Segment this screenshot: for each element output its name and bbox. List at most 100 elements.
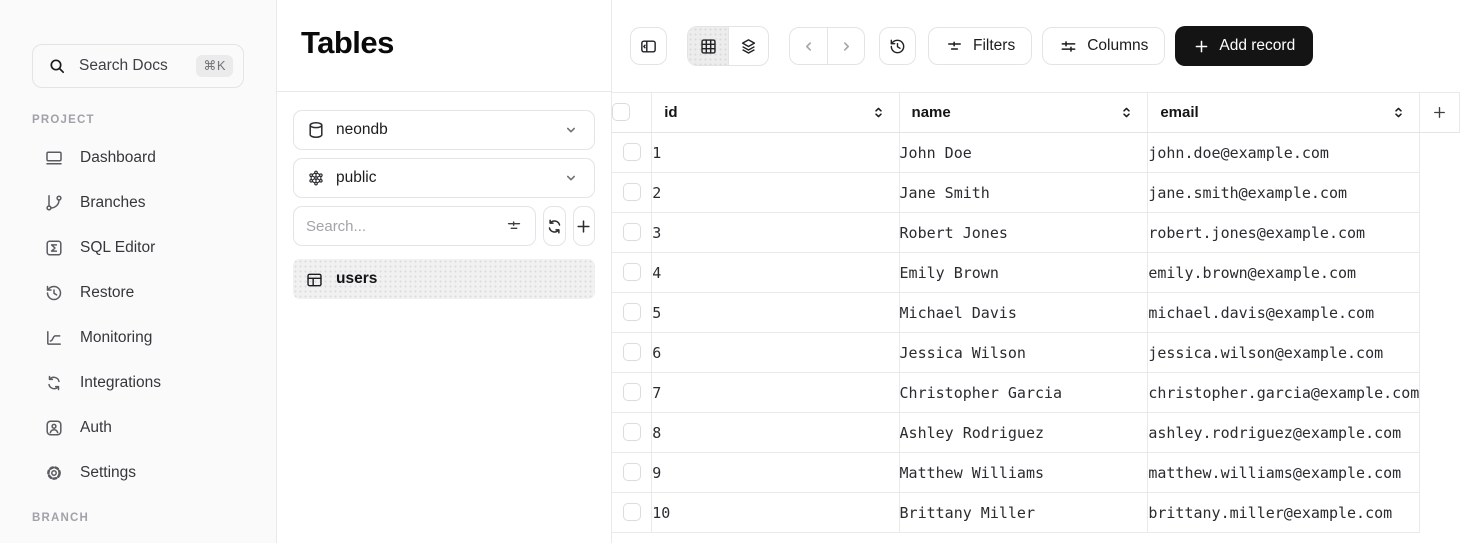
sidebar-item-branches[interactable]: Branches <box>32 180 244 225</box>
schema-select[interactable]: public <box>293 158 595 198</box>
table-list: users <box>293 259 595 299</box>
table-search-box <box>293 206 536 246</box>
cell-name[interactable]: Brittany Miller <box>899 492 1149 533</box>
cell-id[interactable]: 10 <box>651 492 900 533</box>
table-view-button[interactable] <box>688 27 728 65</box>
cell-email[interactable]: matthew.williams@example.com <box>1147 452 1421 493</box>
table-row: 10 Brittany Miller brittany.miller@example… <box>612 492 1460 533</box>
sidebar-nav: Dashboard Branches SQL Editor Restore Monito… <box>32 135 244 495</box>
cell-name[interactable]: Robert Jones <box>899 212 1149 253</box>
refresh-button[interactable] <box>543 206 566 246</box>
refresh-icon <box>545 217 564 236</box>
sidebar-item-restore[interactable]: Restore <box>32 270 244 315</box>
history-button[interactable] <box>879 27 916 65</box>
table-list-item-users[interactable]: users <box>293 259 595 299</box>
cell-id[interactable]: 8 <box>651 412 900 453</box>
prev-page-button[interactable] <box>790 28 827 64</box>
row-checkbox[interactable] <box>622 223 641 242</box>
sliders-icon <box>1059 37 1078 56</box>
sort-icon[interactable] <box>1390 104 1407 121</box>
add-table-button[interactable] <box>572 206 595 246</box>
row-checkbox[interactable] <box>622 383 641 402</box>
cell-id[interactable]: 2 <box>651 172 900 213</box>
cell-id[interactable]: 5 <box>651 292 900 333</box>
cell-id[interactable]: 7 <box>651 372 900 413</box>
cell-name[interactable]: Jane Smith <box>899 172 1149 213</box>
sidebar-item-label: Monitoring <box>80 328 153 346</box>
search-docs-label: Search Docs <box>79 57 168 74</box>
row-checkbox[interactable] <box>622 463 641 482</box>
toolbar: Filters Columns Add record <box>612 0 1460 92</box>
cell-name[interactable]: Ashley Rodriguez <box>899 412 1149 453</box>
columns-button[interactable]: Columns <box>1042 27 1166 65</box>
row-checkbox[interactable] <box>622 263 641 282</box>
sidebar-item-monitoring[interactable]: Monitoring <box>32 315 244 360</box>
cell-email[interactable]: ashley.rodriguez@example.com <box>1147 412 1421 453</box>
cell-name[interactable]: Christopher Garcia <box>899 372 1149 413</box>
data-grid-header-row: id name <box>612 92 1460 133</box>
sort-icon[interactable] <box>1118 104 1135 121</box>
cell-email[interactable]: jane.smith@example.com <box>1147 172 1421 213</box>
plus-icon <box>1193 38 1210 55</box>
table-search-input[interactable] <box>306 217 505 235</box>
cell-email[interactable]: michael.davis@example.com <box>1147 292 1421 333</box>
sidebar-item-integrations[interactable]: Integrations <box>32 360 244 405</box>
column-header-name[interactable]: name <box>899 92 1149 133</box>
cell-id[interactable]: 1 <box>651 132 900 173</box>
column-header-id[interactable]: id <box>651 92 900 133</box>
cell-id[interactable]: 4 <box>651 252 900 293</box>
row-checkbox[interactable] <box>622 423 641 442</box>
sidebar-item-settings[interactable]: Settings <box>32 450 244 495</box>
add-column-button[interactable] <box>1420 93 1459 132</box>
chevron-right-icon <box>837 37 856 56</box>
cell-name[interactable]: John Doe <box>899 132 1149 173</box>
table-row: 7 Christopher Garcia christopher.garcia@ex… <box>612 372 1460 413</box>
search-icon <box>47 56 67 76</box>
cell-name[interactable]: Matthew Williams <box>899 452 1149 493</box>
empty-cell <box>1420 133 1460 173</box>
cell-id[interactable]: 3 <box>651 212 900 253</box>
sidebar-item-label: Integrations <box>80 373 161 391</box>
cell-name[interactable]: Jessica Wilson <box>899 332 1149 373</box>
cell-name[interactable]: Michael Davis <box>899 292 1149 333</box>
table-row: 8 Ashley Rodriguez ashley.rodriguez@exampl… <box>612 412 1460 453</box>
cell-id[interactable]: 6 <box>651 332 900 373</box>
collapse-panel-button[interactable] <box>630 27 667 65</box>
branch-section-label: BRANCH <box>32 512 90 524</box>
row-checkbox[interactable] <box>622 503 641 522</box>
cell-email[interactable]: jessica.wilson@example.com <box>1147 332 1421 373</box>
row-checkbox[interactable] <box>622 183 641 202</box>
filter-lines-icon <box>945 37 964 56</box>
cell-email[interactable]: brittany.miller@example.com <box>1147 492 1421 533</box>
plus-icon <box>1431 104 1448 121</box>
row-checkbox[interactable] <box>622 343 641 362</box>
search-docs-button[interactable]: Search Docs ⌘K <box>32 44 244 88</box>
empty-cell <box>1420 293 1460 333</box>
cell-email[interactable]: christopher.garcia@example.com <box>1147 372 1421 413</box>
sidebar-item-auth[interactable]: Auth <box>32 405 244 450</box>
sort-icon[interactable] <box>870 104 887 121</box>
row-select-cell <box>612 292 653 333</box>
filters-button[interactable]: Filters <box>928 27 1033 65</box>
row-checkbox[interactable] <box>622 303 641 322</box>
schema-view-button[interactable] <box>728 27 768 65</box>
filter-lines-icon[interactable] <box>505 217 523 235</box>
database-select[interactable]: neondb <box>293 110 595 150</box>
table-item-label: users <box>336 270 378 287</box>
column-header-email[interactable]: email <box>1147 92 1421 133</box>
column-header-label: name <box>911 104 951 121</box>
cell-name[interactable]: Emily Brown <box>899 252 1149 293</box>
row-checkbox[interactable] <box>622 143 641 162</box>
sidebar-item-dashboard[interactable]: Dashboard <box>32 135 244 180</box>
sidebar-item-label: Settings <box>80 463 137 481</box>
chevron-down-icon <box>562 169 580 187</box>
sql-editor-icon <box>44 238 64 258</box>
cell-email[interactable]: emily.brown@example.com <box>1147 252 1421 293</box>
cell-email[interactable]: robert.jones@example.com <box>1147 212 1421 253</box>
add-record-button[interactable]: Add record <box>1175 26 1314 66</box>
cell-id[interactable]: 9 <box>651 452 900 493</box>
next-page-button[interactable] <box>827 28 864 64</box>
select-all-checkbox[interactable] <box>612 103 630 122</box>
cell-email[interactable]: john.doe@example.com <box>1147 132 1421 173</box>
sidebar-item-sql-editor[interactable]: SQL Editor <box>32 225 244 270</box>
